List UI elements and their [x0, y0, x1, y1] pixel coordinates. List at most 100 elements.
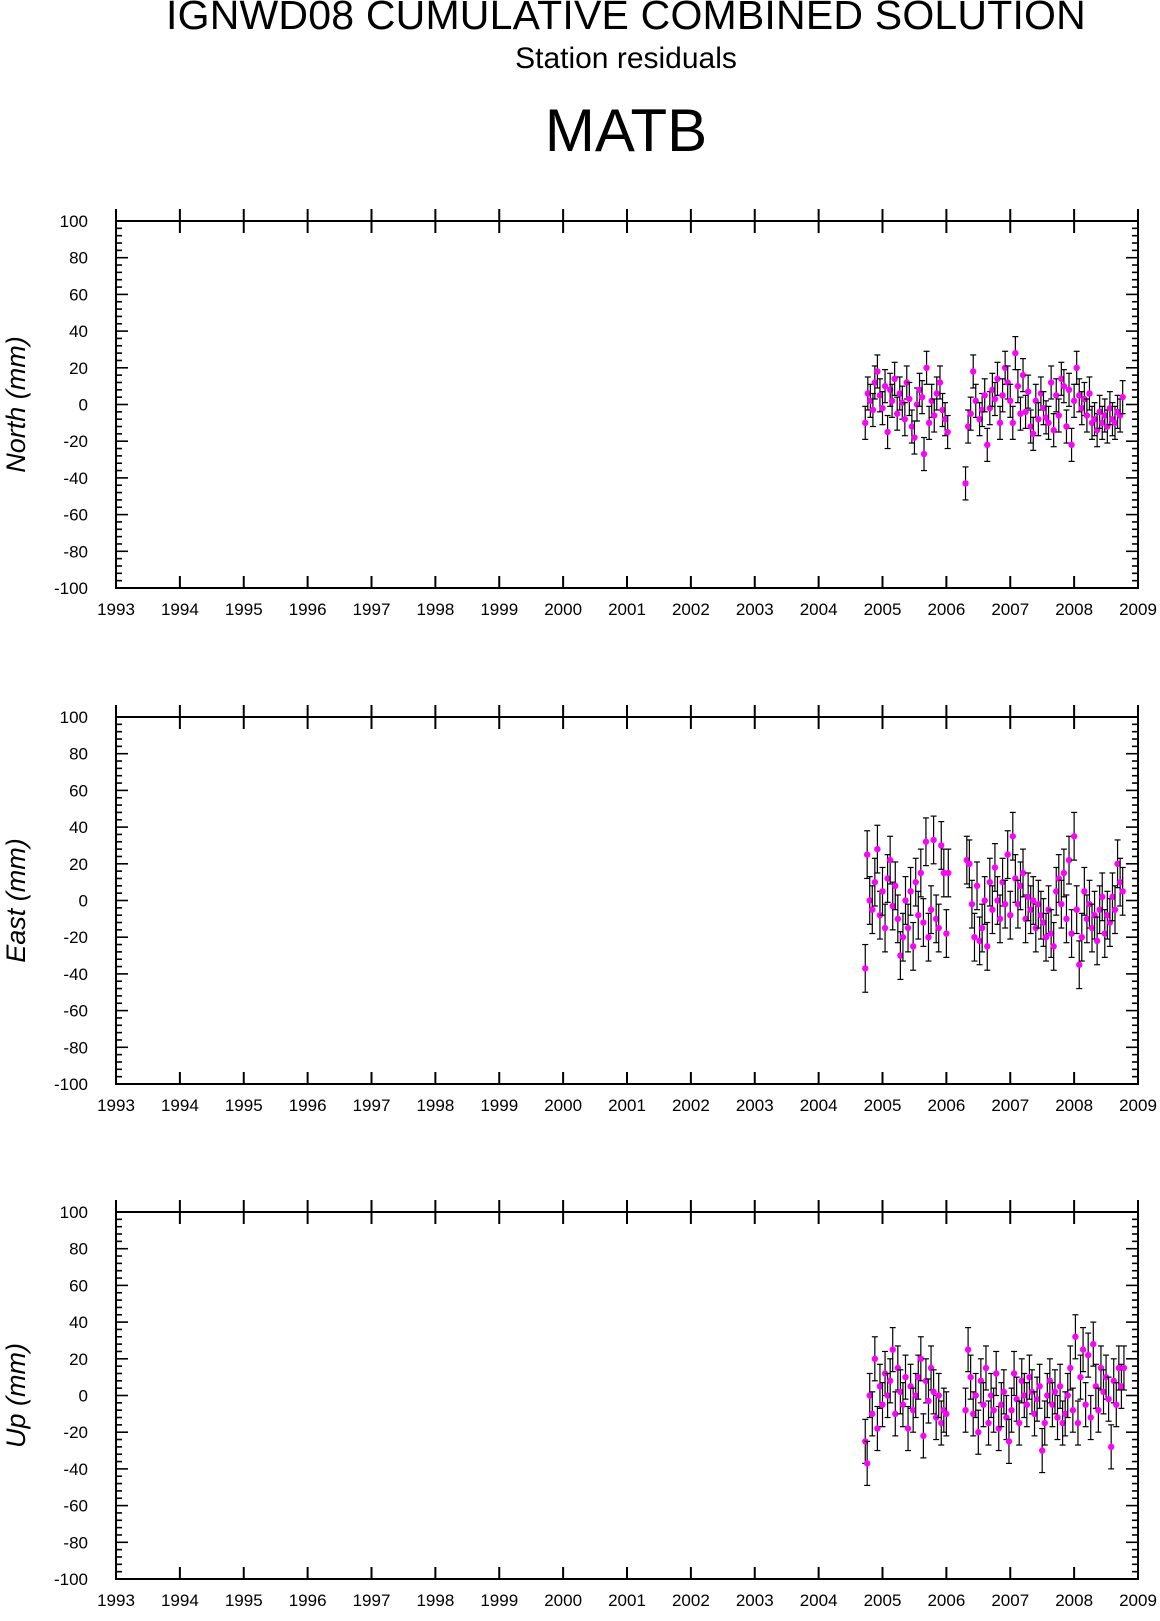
up-residual-marker	[879, 1401, 886, 1408]
north-data-point	[994, 361, 1001, 396]
north-x-tick-label: 2003	[736, 600, 774, 619]
north-data-point	[970, 354, 977, 389]
north-data-point	[967, 396, 974, 431]
north-residual-marker	[869, 406, 877, 414]
up-residual-marker	[899, 1401, 907, 1408]
up-residual-marker	[938, 1419, 945, 1427]
north-residual-marker	[906, 395, 913, 403]
up-data-point	[899, 1382, 907, 1428]
north-residual-marker	[891, 375, 898, 383]
north-data-point	[869, 392, 877, 428]
east-data-point	[863, 830, 871, 880]
east-residual-marker	[991, 864, 999, 871]
east-data-points	[862, 811, 1126, 993]
east-residual-marker	[1004, 851, 1011, 858]
north-data-point	[944, 414, 951, 450]
east-data-point	[1096, 885, 1103, 935]
north-data-point	[1024, 374, 1032, 409]
east-data-point	[1024, 872, 1032, 922]
east-data-point	[862, 943, 869, 993]
up-residual-marker	[1069, 1406, 1077, 1414]
up-y-tick-label: -40	[63, 1460, 88, 1479]
east-residual-marker	[1101, 930, 1108, 937]
up-residual-marker	[1087, 1414, 1094, 1421]
up-x-tick-label: 2001	[608, 1591, 646, 1610]
east-residual-marker	[1109, 893, 1116, 901]
east-data-point	[892, 861, 899, 911]
north-x-tick-label: 2009	[1119, 600, 1157, 619]
north-residual-marker	[901, 415, 909, 423]
up-residual-marker	[1082, 1401, 1089, 1408]
north-y-tick-label: -80	[63, 542, 88, 561]
up-residual-marker	[987, 1392, 995, 1399]
up-data-point	[886, 1358, 894, 1404]
east-residual-marker	[932, 915, 940, 923]
up-residual-marker	[1072, 1333, 1079, 1340]
up-residual-marker	[962, 1406, 969, 1414]
east-y-tick-label: 80	[69, 745, 88, 764]
east-residual-marker	[1104, 911, 1111, 919]
north-residual-marker	[874, 368, 881, 375]
up-data-point	[1105, 1376, 1112, 1422]
up-residual-marker	[1079, 1346, 1087, 1353]
north-residual-marker	[981, 392, 988, 399]
up-x-tick-label: 2004	[800, 1591, 838, 1610]
up-residual-marker	[889, 1346, 896, 1353]
up-residual-marker	[970, 1410, 977, 1418]
north-residual-marker	[1009, 419, 1017, 427]
east-residual-marker	[1017, 882, 1024, 890]
east-y-tick-label: 60	[69, 781, 88, 800]
up-x-tick-label: 2009	[1119, 1591, 1157, 1610]
north-residual-marker	[1035, 415, 1042, 423]
east-data-point	[881, 903, 889, 953]
up-residual-marker	[1054, 1414, 1061, 1421]
north-residual-marker	[1047, 379, 1055, 386]
north-residual-marker	[941, 415, 949, 423]
east-x-tick-label: 2003	[736, 1096, 774, 1115]
east-x-tick-label: 1994	[161, 1096, 199, 1115]
east-x-tick-label: 2005	[864, 1096, 902, 1115]
up-data-point	[1021, 1372, 1028, 1419]
up-residual-marker	[886, 1377, 894, 1385]
east-data-point	[1042, 912, 1050, 962]
up-residual-marker	[1084, 1351, 1092, 1359]
east-residual-marker	[1099, 893, 1106, 901]
east-x-ticks: 1993 1994 1995 1996 1997 1998 1999 2000 2001 2002…	[97, 705, 1157, 1115]
north-data-point	[862, 405, 869, 440]
east-data-point	[1060, 848, 1068, 898]
east-residual-marker	[968, 900, 976, 908]
north-x-tick-label: 1997	[353, 600, 391, 619]
up-data-point	[925, 1378, 932, 1424]
east-residual-marker	[886, 856, 894, 864]
up-residual-marker	[1051, 1388, 1059, 1396]
east-residual-marker	[1014, 900, 1022, 908]
east-residual-marker	[1093, 937, 1101, 945]
east-residual-marker	[1037, 911, 1045, 919]
up-residual-marker	[1120, 1364, 1128, 1372]
north-y-tick-label: 0	[79, 396, 88, 415]
east-residual-marker	[1030, 897, 1037, 904]
up-residual-marker	[1049, 1401, 1056, 1408]
up-x-tick-label: 2002	[672, 1591, 710, 1610]
north-y-tick-label: 100	[60, 212, 88, 231]
up-residual-marker	[1064, 1392, 1071, 1399]
up-data-point	[1074, 1400, 1082, 1446]
up-y-tick-label: 20	[69, 1350, 88, 1369]
east-residual-marker	[915, 911, 922, 919]
north-residual-marker	[1106, 404, 1114, 412]
north-residual-marker	[896, 390, 903, 397]
up-residual-marker	[1113, 1401, 1120, 1408]
east-residual-marker	[1076, 961, 1083, 968]
east-data-point	[1050, 921, 1057, 971]
up-residual-marker	[902, 1373, 909, 1381]
east-residual-marker	[996, 915, 1004, 923]
up-x-tick-label: 1993	[97, 1591, 135, 1610]
station-title: MATB	[544, 97, 708, 164]
north-residual-marker	[923, 364, 930, 371]
up-residual-marker	[1100, 1388, 1107, 1396]
north-data-point	[1093, 413, 1101, 448]
up-residual-marker	[943, 1410, 950, 1418]
up-residual-marker	[1041, 1419, 1048, 1427]
north-residual-marker	[925, 419, 933, 427]
east-residual-marker	[889, 902, 896, 910]
